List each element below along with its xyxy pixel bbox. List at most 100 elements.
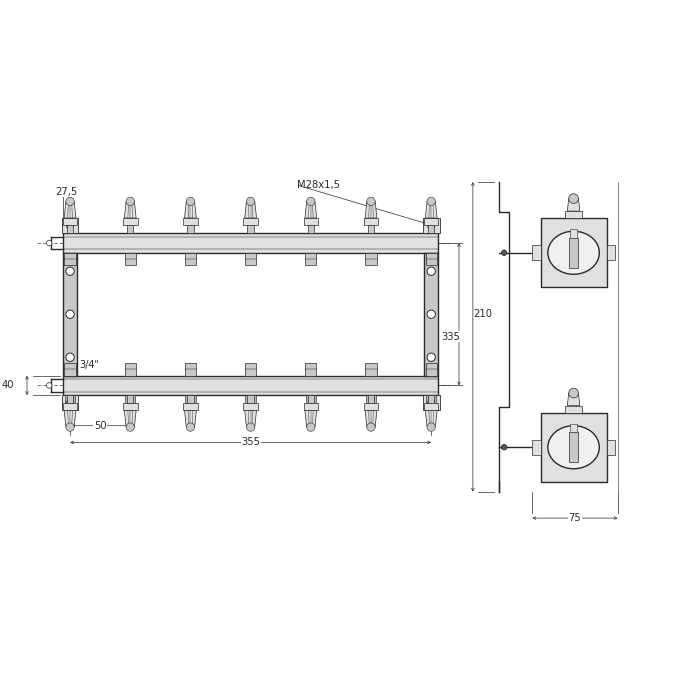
Circle shape — [186, 423, 195, 431]
Bar — [308, 395, 314, 403]
Bar — [568, 432, 578, 462]
Bar — [426, 363, 437, 376]
Circle shape — [126, 197, 134, 206]
Bar — [306, 395, 316, 405]
Bar — [532, 245, 540, 260]
Circle shape — [367, 423, 375, 431]
Bar — [428, 225, 434, 233]
Bar — [366, 395, 376, 405]
Bar — [540, 412, 607, 482]
Polygon shape — [64, 202, 76, 218]
Bar — [63, 403, 77, 410]
Bar — [64, 363, 76, 376]
Polygon shape — [365, 202, 377, 218]
Bar — [62, 218, 78, 233]
Bar — [185, 253, 196, 265]
Bar — [245, 253, 256, 265]
Bar — [607, 245, 615, 260]
Bar — [566, 211, 582, 218]
Bar — [364, 218, 378, 225]
Bar — [424, 403, 438, 410]
Polygon shape — [185, 410, 196, 427]
Bar — [245, 363, 256, 376]
Bar — [65, 395, 75, 405]
Ellipse shape — [548, 426, 599, 469]
Bar — [244, 218, 258, 225]
Circle shape — [246, 197, 255, 206]
Bar — [63, 376, 438, 395]
Circle shape — [427, 310, 435, 319]
Bar — [185, 363, 196, 376]
Bar — [247, 405, 254, 411]
Circle shape — [46, 240, 52, 246]
Bar — [183, 218, 197, 225]
Bar — [123, 403, 137, 410]
Circle shape — [427, 197, 435, 206]
Bar — [307, 405, 314, 411]
Bar — [188, 395, 194, 403]
Bar — [63, 233, 438, 253]
Circle shape — [427, 423, 435, 431]
Polygon shape — [185, 202, 196, 218]
Bar — [127, 405, 134, 411]
Bar — [368, 225, 374, 233]
Bar — [570, 424, 577, 432]
Circle shape — [126, 423, 134, 431]
Bar — [67, 225, 74, 233]
Bar — [566, 405, 582, 412]
Bar — [423, 395, 440, 410]
Text: 27,5: 27,5 — [55, 187, 78, 197]
Bar — [305, 363, 316, 376]
Polygon shape — [426, 202, 437, 218]
Bar — [63, 218, 77, 225]
Text: 355: 355 — [241, 438, 260, 447]
Circle shape — [46, 383, 52, 389]
Polygon shape — [567, 199, 580, 211]
Polygon shape — [64, 410, 76, 427]
Bar — [568, 238, 578, 268]
Polygon shape — [365, 410, 377, 427]
Bar — [365, 363, 377, 376]
Bar — [607, 440, 615, 455]
Bar — [127, 225, 134, 233]
Polygon shape — [305, 410, 316, 427]
Bar — [123, 218, 137, 225]
Text: 75: 75 — [568, 513, 582, 523]
Circle shape — [427, 353, 435, 361]
Circle shape — [66, 310, 74, 319]
Bar — [62, 395, 78, 410]
Circle shape — [427, 267, 435, 275]
Bar — [426, 395, 436, 405]
Bar — [125, 253, 136, 265]
Circle shape — [501, 444, 507, 450]
Bar — [424, 218, 438, 225]
Text: 210: 210 — [473, 309, 492, 319]
Bar — [308, 225, 314, 233]
Circle shape — [66, 267, 74, 275]
Circle shape — [568, 194, 578, 204]
Bar — [423, 218, 440, 233]
Circle shape — [66, 197, 74, 206]
Bar — [365, 253, 377, 265]
Bar — [188, 225, 194, 233]
Bar — [125, 395, 135, 405]
Bar — [540, 218, 607, 288]
Circle shape — [307, 423, 315, 431]
Bar — [186, 395, 195, 405]
Polygon shape — [305, 202, 316, 218]
Bar — [66, 405, 74, 411]
Bar — [428, 395, 434, 403]
Polygon shape — [567, 393, 580, 405]
Text: 40: 40 — [2, 380, 15, 391]
Bar — [125, 363, 136, 376]
Bar — [428, 405, 435, 411]
Bar — [246, 395, 256, 405]
Bar — [63, 253, 77, 376]
Bar — [426, 253, 437, 265]
Circle shape — [246, 423, 255, 431]
Circle shape — [66, 423, 74, 431]
Text: M28x1,5: M28x1,5 — [298, 180, 340, 190]
Bar — [570, 230, 577, 238]
Circle shape — [501, 250, 507, 255]
Bar — [67, 395, 74, 403]
